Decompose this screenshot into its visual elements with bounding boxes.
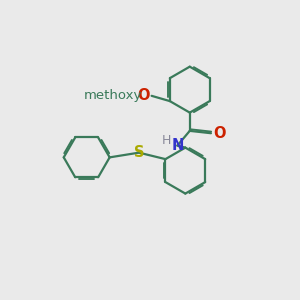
Text: O: O <box>214 126 226 141</box>
Text: N: N <box>171 138 184 153</box>
Text: S: S <box>134 145 144 160</box>
Text: O: O <box>138 88 150 103</box>
Text: H: H <box>162 134 172 147</box>
Text: methoxy: methoxy <box>84 89 142 102</box>
